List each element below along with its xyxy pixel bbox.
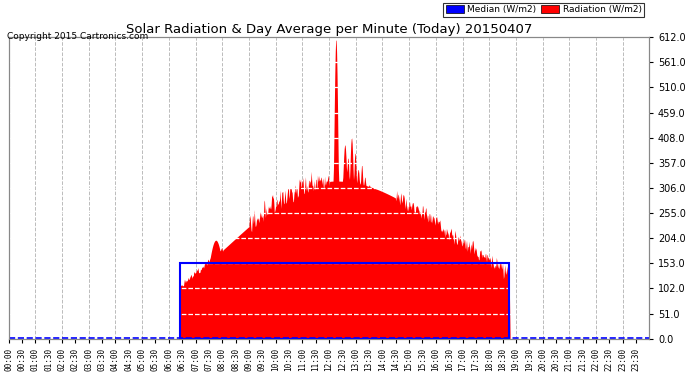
Legend: Median (W/m2), Radiation (W/m2): Median (W/m2), Radiation (W/m2) [443,3,644,17]
Bar [180,263,509,339]
Text: Copyright 2015 Cartronics.com: Copyright 2015 Cartronics.com [7,32,148,41]
Title: Solar Radiation & Day Average per Minute (Today) 20150407: Solar Radiation & Day Average per Minute… [126,23,532,36]
